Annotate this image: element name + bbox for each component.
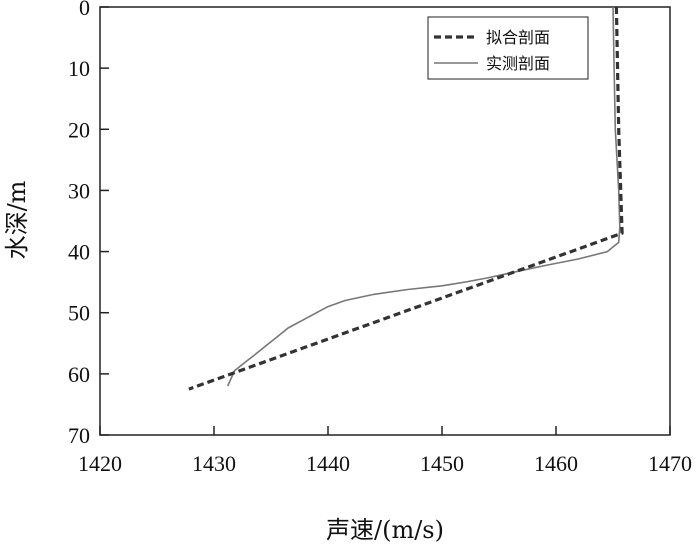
legend-label-fitted: 拟合剖面	[486, 28, 550, 47]
x-axis: 1420 1430 1440 1450 1460 1470	[78, 426, 692, 476]
x-tick-label: 1440	[306, 451, 350, 476]
y-tick-label: 30	[68, 178, 90, 203]
fitted-profile-line	[188, 6, 624, 391]
x-tick-label: 1460	[534, 451, 578, 476]
y-axis: 0 10 20 30 40 50 60 70	[68, 0, 109, 448]
legend-box	[427, 16, 589, 80]
x-tick-label: 1430	[192, 451, 236, 476]
y-tick-label: 50	[68, 301, 90, 326]
y-tick-label: 60	[68, 362, 90, 387]
series-layer	[188, 6, 624, 391]
y-tick-label: 70	[68, 423, 90, 448]
y-axis-title: 水深/m	[3, 180, 31, 259]
x-tick-label: 1420	[78, 451, 122, 476]
x-tick-label: 1470	[648, 451, 692, 476]
y-tick-label: 0	[79, 0, 90, 20]
measured-profile-line	[226, 6, 621, 387]
y-tick-label: 40	[68, 240, 90, 265]
y-tick-label: 20	[68, 117, 90, 142]
plot-area-frame	[99, 6, 671, 436]
legend: 拟合剖面 实测剖面	[427, 16, 589, 80]
legend-label-measured: 实测剖面	[486, 54, 550, 73]
x-tick-label: 1450	[420, 451, 464, 476]
y-tick-label: 10	[68, 56, 90, 81]
x-axis-title: 声速/(m/s)	[326, 516, 444, 544]
